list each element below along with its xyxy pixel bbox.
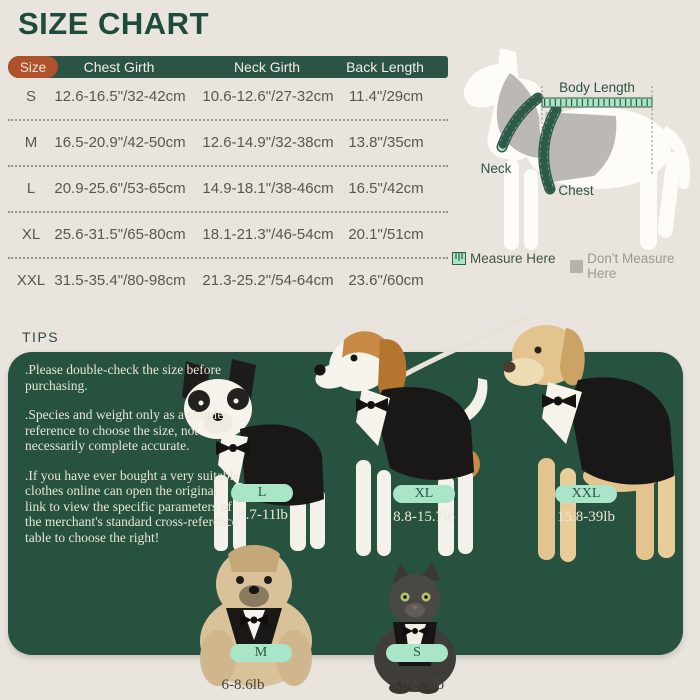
tips-text: .Please double-check the size before pur… xyxy=(25,362,240,559)
row-s-chest: 12.6-16.5"/32-42cm xyxy=(54,88,186,105)
size-badge-s: S xyxy=(386,644,448,662)
ruler-icon xyxy=(452,252,466,265)
tip-paragraph-3: .If you have ever bought a very suitable… xyxy=(25,467,240,545)
row-xl-size: XL xyxy=(21,226,41,243)
body-length-ruler-icon xyxy=(541,86,653,174)
column-header-chest-girth: Chest Girth xyxy=(83,59,155,75)
row-xxl-size: XXL xyxy=(16,272,46,289)
shih-tzu-photo xyxy=(200,545,312,687)
tips-heading: TIPS xyxy=(22,329,60,345)
size-badge-l: L xyxy=(231,484,293,502)
row-s-size: S xyxy=(25,88,37,105)
row-m-back: 13.8"/35cm xyxy=(348,134,424,151)
leash-icon xyxy=(392,314,529,383)
legend-measure-here: Measure Here xyxy=(452,251,556,266)
row-l-back: 16.5"/42cm xyxy=(348,180,424,197)
gray-swatch-icon xyxy=(570,259,584,273)
neck-tape-icon xyxy=(496,92,544,153)
weight-label-xl: 8.8-15.7lb xyxy=(393,509,455,525)
row-xxl-back: 23.6"/60cm xyxy=(348,272,424,289)
neck-label: Neck xyxy=(481,161,512,176)
labrador-photo xyxy=(502,325,675,562)
size-badge-m: M xyxy=(230,644,292,662)
chest-label: Chest xyxy=(558,183,594,198)
row-m-chest: 16.5-20.9"/42-50cm xyxy=(54,134,186,151)
size-column-badge: Size xyxy=(8,56,58,78)
row-divider xyxy=(8,119,448,121)
row-l-size: L xyxy=(26,180,36,197)
row-l-neck: 14.9-18.1"/38-46cm xyxy=(202,180,334,197)
weight-label-xxl: 15.8-39lb xyxy=(557,509,615,525)
legend-measure-label: Measure Here xyxy=(470,251,556,266)
row-divider xyxy=(8,165,448,167)
chest-tape-icon xyxy=(538,104,562,195)
weight-label-m: 6-8.6lb xyxy=(221,677,265,693)
dog-measurement-diagram: Body Length Neck Chest xyxy=(463,48,690,250)
row-m-size: M xyxy=(24,134,38,151)
row-divider xyxy=(8,211,448,213)
row-xl-neck: 18.1-21.3"/46-54cm xyxy=(202,226,334,243)
size-badge-xxl: XXL xyxy=(555,485,617,503)
weight-label-s: 3.9-5.9lb xyxy=(389,677,445,693)
legend-dont-measure-label: Don't Measure Here xyxy=(587,251,675,281)
table-header-bar xyxy=(8,56,448,78)
tip-paragraph-1: .Please double-check the size before pur… xyxy=(25,362,222,393)
row-l-chest: 20.9-25.6"/53-65cm xyxy=(54,180,186,197)
row-m-neck: 12.6-14.9"/32-38cm xyxy=(202,134,334,151)
row-xl-back: 20.1"/51cm xyxy=(348,226,424,243)
row-xxl-neck: 21.3-25.2"/54-64cm xyxy=(202,272,334,289)
column-header-back-length: Back Length xyxy=(346,59,424,75)
size-badge-xl: XL xyxy=(393,485,455,503)
page-title: SIZE CHART xyxy=(18,6,209,41)
tip-paragraph-2: .Species and weight only as a simple ref… xyxy=(25,407,224,453)
weight-label-l: 8.7-11lb xyxy=(238,507,288,523)
legend-dont-measure-here: Don't Measure Here xyxy=(570,251,700,281)
row-s-back: 11.4"/29cm xyxy=(348,88,424,105)
body-length-label: Body Length xyxy=(559,80,635,95)
row-divider xyxy=(8,257,448,259)
row-xl-chest: 25.6-31.5"/65-80cm xyxy=(54,226,186,243)
row-s-neck: 10.6-12.6"/27-32cm xyxy=(202,88,334,105)
row-xxl-chest: 31.5-35.4"/80-98cm xyxy=(54,272,186,289)
cat-photo xyxy=(374,562,456,694)
column-header-neck-girth: Neck Girth xyxy=(233,59,301,75)
